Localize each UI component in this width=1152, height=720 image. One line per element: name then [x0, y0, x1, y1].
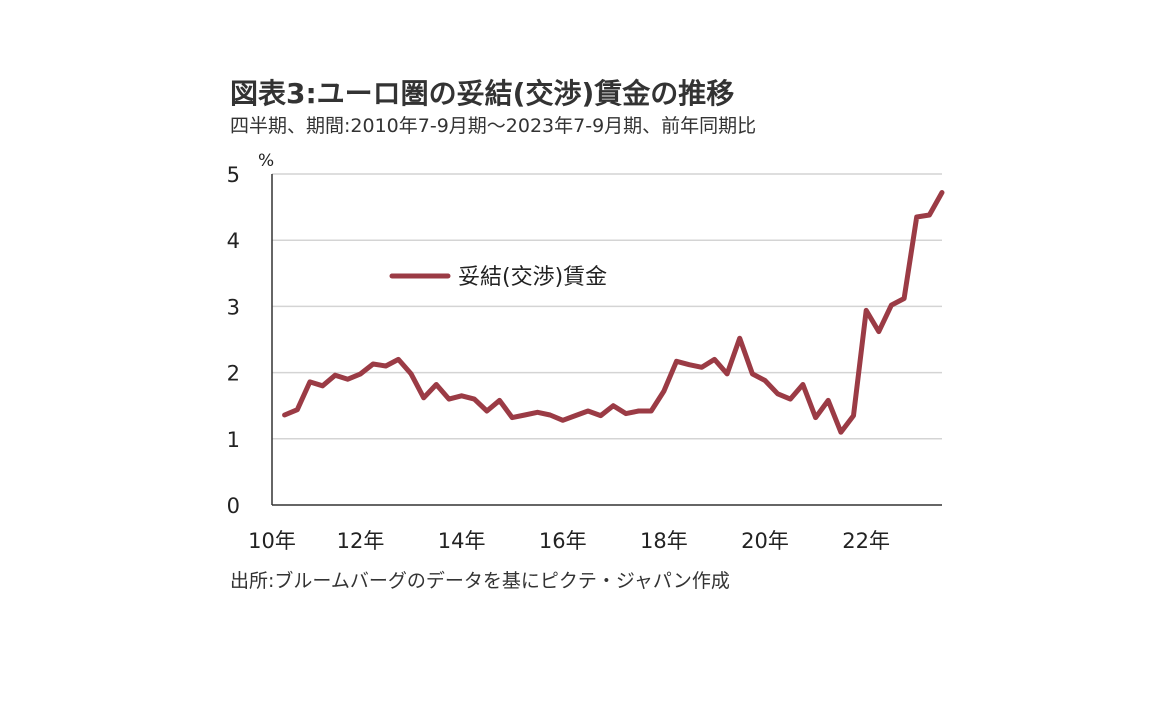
y-tick-label: 0 [227, 494, 240, 518]
y-tick-label: 2 [227, 362, 240, 386]
chart-title: 図表3:ユーロ圏の妥結(交渉)賃金の推移 [230, 77, 735, 110]
y-tick-label: 1 [227, 428, 240, 452]
legend-label: 妥結(交渉)賃金 [458, 265, 607, 290]
y-tick-label: 4 [227, 229, 240, 253]
legend: 妥結(交渉)賃金 [389, 265, 607, 290]
y-tick-label: 5 [227, 163, 240, 187]
x-tick-labels: 10年 12年 14年 16年 18年 20年 22年 [248, 529, 890, 553]
x-tick-label: 12年 [337, 529, 385, 553]
series-line [282, 190, 945, 435]
y-tick-label: 3 [227, 295, 240, 319]
x-tick-label: 18年 [640, 529, 688, 553]
chart-subtitle: 四半期、期間:2010年7-9月期〜2023年7-9月期、前年同期比 [230, 115, 757, 137]
y-tick-labels: 0 1 2 3 4 5 [227, 163, 240, 518]
y-unit-label: % [258, 151, 274, 171]
source-note: 出所:ブルームバーグのデータを基にピクテ・ジャパン作成 [230, 570, 730, 592]
axes [271, 174, 942, 506]
x-tick-label: 16年 [539, 529, 587, 553]
x-tick-label: 22年 [842, 529, 890, 553]
x-tick-label: 10年 [248, 529, 296, 553]
x-tick-label: 20年 [741, 529, 789, 553]
gridlines [272, 173, 942, 440]
x-tick-label: 14年 [438, 529, 486, 553]
series-group [282, 190, 945, 435]
